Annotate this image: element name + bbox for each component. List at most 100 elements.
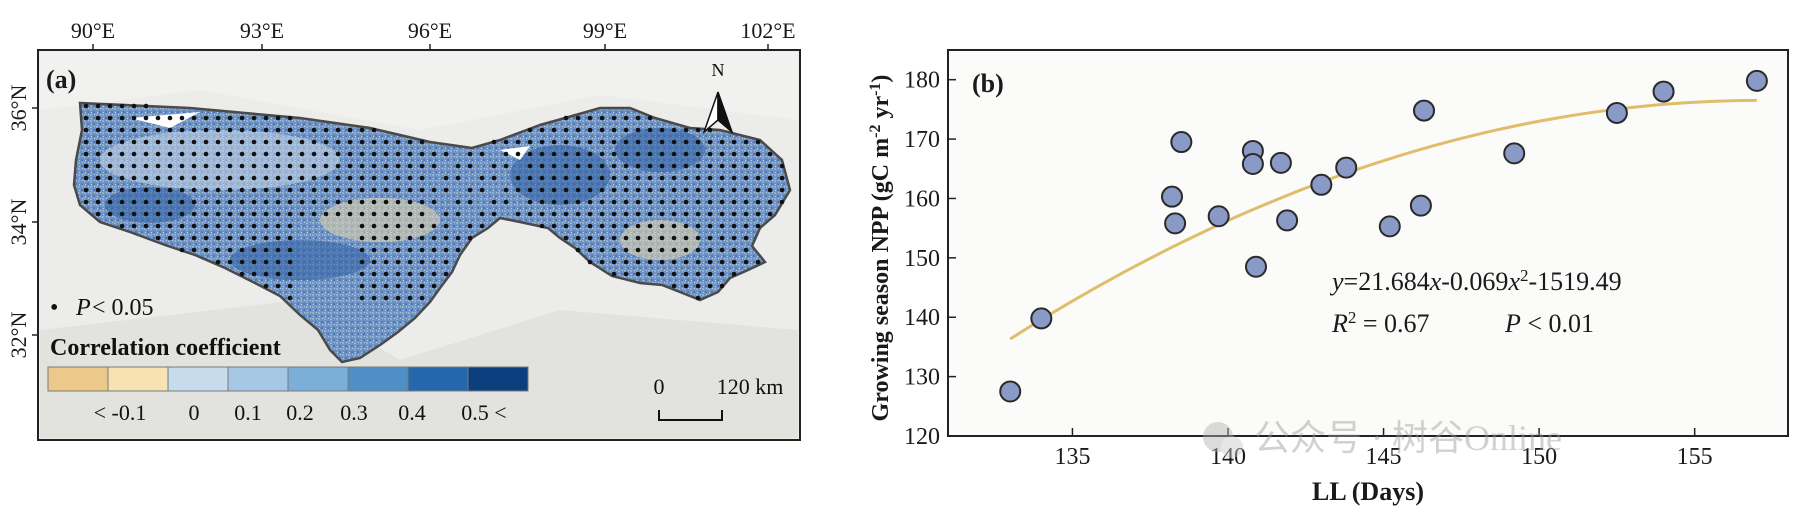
significance-dot [155, 235, 161, 241]
significance-dot [275, 259, 281, 265]
significance-dot [587, 247, 593, 253]
significance-dot [443, 223, 449, 229]
significance-dot [611, 235, 617, 241]
significance-dot [119, 175, 125, 181]
significance-dot [383, 223, 389, 229]
significance-dot [719, 283, 725, 289]
significance-dot [743, 163, 749, 169]
significance-dot [191, 247, 197, 253]
p-text: < 0.01 [1521, 309, 1594, 338]
significance-dot [251, 115, 257, 121]
significance-dot [371, 163, 377, 169]
significance-dot [215, 115, 221, 121]
significance-dot [155, 175, 161, 181]
significance-dot [767, 163, 773, 169]
significance-dot [431, 259, 437, 265]
significance-dot [287, 223, 293, 229]
r2-sup: 2 [1348, 308, 1357, 327]
significance-dot [407, 259, 413, 265]
significance-dot [323, 163, 329, 169]
significance-dot [539, 127, 545, 133]
significance-dot [275, 271, 281, 277]
significance-dot [119, 103, 125, 109]
significance-dot [275, 199, 281, 205]
significance-dot [767, 199, 773, 205]
significance-dot [263, 271, 269, 277]
significance-dot [407, 283, 413, 289]
significance-dot [575, 211, 581, 217]
significance-dot [359, 283, 365, 289]
significance-dot [599, 223, 605, 229]
significance-dot [323, 139, 329, 145]
significance-dot [623, 115, 629, 121]
significance-dot [683, 247, 689, 253]
significance-dot [707, 175, 713, 181]
significance-dot [419, 211, 425, 217]
significance-dot [155, 199, 161, 205]
significance-dot [659, 139, 665, 145]
significance-dot [647, 187, 653, 193]
significance-dot [659, 127, 665, 133]
significance-dot [671, 283, 677, 289]
significance-dot [695, 175, 701, 181]
significance-dot [659, 235, 665, 241]
significance-dot [239, 175, 245, 181]
significance-dot [407, 235, 413, 241]
significance-dot [695, 271, 701, 277]
significance-dot [527, 163, 533, 169]
significance-dot [635, 235, 641, 241]
significance-dot [287, 211, 293, 217]
significance-dot [563, 139, 569, 145]
significance-dot [311, 127, 317, 133]
significance-dot [239, 127, 245, 133]
significance-dot [371, 271, 377, 277]
colorbar-swatch [287, 366, 349, 392]
significance-dot [263, 127, 269, 133]
significance-dot [167, 127, 173, 133]
significance-dot [659, 151, 665, 157]
significance-dot [611, 163, 617, 169]
significance-dot [203, 235, 209, 241]
significance-dot [551, 187, 557, 193]
significance-dot [119, 115, 125, 121]
significance-dot [455, 199, 461, 205]
significance-dot [623, 175, 629, 181]
significance-dot [359, 127, 365, 133]
significance-dot [719, 175, 725, 181]
colorbar-tick-label: 0 [189, 400, 200, 425]
significance-dot [635, 175, 641, 181]
significance-dot [575, 187, 581, 193]
significance-dot [635, 139, 641, 145]
significance-dot [299, 175, 305, 181]
significance-dot [443, 235, 449, 241]
significance-dot [83, 139, 89, 145]
data-point [1241, 153, 1264, 176]
significance-dot [191, 127, 197, 133]
significance-dot [407, 247, 413, 253]
significance-dot [635, 127, 641, 133]
significance-dot [371, 139, 377, 145]
y-axis-label: Growing season NPP (gC m-2 yr-1) [867, 75, 895, 422]
significance-dot [731, 175, 737, 181]
significance-dot [323, 199, 329, 205]
significance-dot [623, 271, 629, 277]
data-point [1409, 194, 1432, 217]
significance-dot [743, 187, 749, 193]
significance-dot [239, 163, 245, 169]
significance-dot [431, 235, 437, 241]
significance-dot [107, 199, 113, 205]
significance-dot [515, 139, 521, 145]
significance-dot [263, 223, 269, 229]
significance-dot [215, 163, 221, 169]
significance-dot [155, 187, 161, 193]
significance-dot [455, 235, 461, 241]
significance-dot [335, 211, 341, 217]
data-point [1605, 101, 1628, 124]
significance-dot [155, 151, 161, 157]
significance-dot [311, 163, 317, 169]
significance-dot [599, 151, 605, 157]
significance-dot [227, 199, 233, 205]
significance-dot [647, 247, 653, 253]
